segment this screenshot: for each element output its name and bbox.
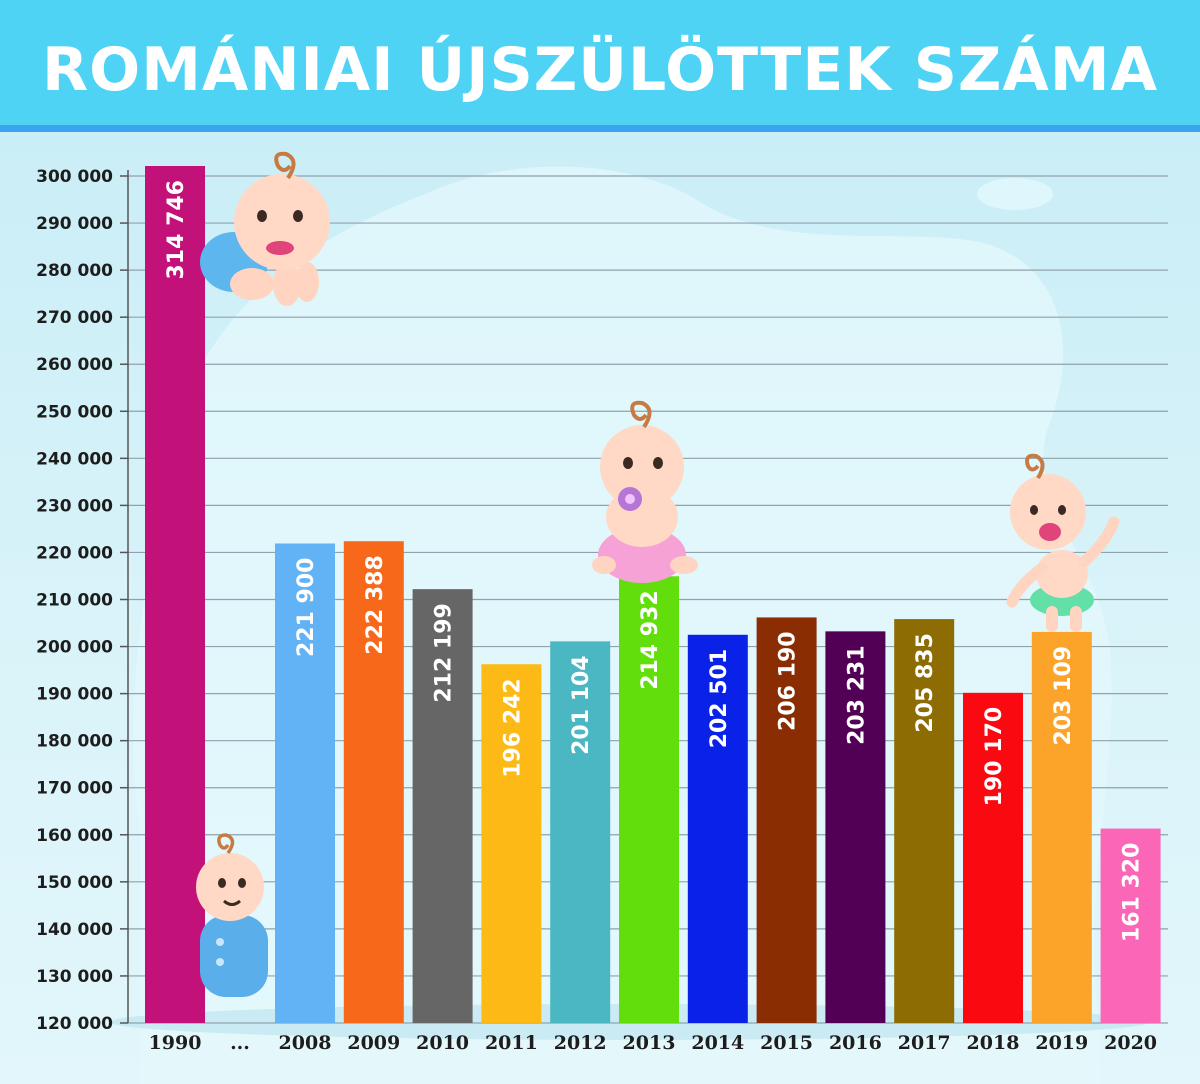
y-tick-label: 230 000 [36, 496, 113, 516]
y-tick-label: 120 000 [36, 1014, 113, 1034]
value-label-1990: 314 746 [164, 180, 189, 280]
y-tick-label: 210 000 [36, 591, 113, 611]
x-tick-label-1990: 1990 [149, 1032, 202, 1054]
bar-2009 [343, 541, 404, 1023]
value-label-2020: 161 320 [1120, 843, 1145, 943]
x-tick-label-2011: 2011 [485, 1032, 538, 1054]
value-label-2008: 221 900 [294, 558, 319, 658]
bar-2015 [756, 617, 817, 1023]
y-tick-label: 240 000 [36, 449, 113, 469]
y-tick-label: 180 000 [36, 732, 113, 752]
bar-2018 [963, 692, 1023, 1023]
x-tick-label-2013: 2013 [623, 1032, 676, 1054]
y-tick-label: 160 000 [36, 826, 113, 846]
bar-2020 [1100, 828, 1161, 1023]
value-label-2012: 201 104 [569, 655, 594, 755]
y-tick-label: 260 000 [36, 355, 113, 375]
value-label-2016: 203 231 [844, 645, 869, 745]
x-tick-label-2017: 2017 [898, 1032, 951, 1054]
baby-crawling-illustration [200, 151, 330, 306]
baby-standing-illustration [1006, 453, 1120, 632]
value-label-2017: 205 835 [913, 633, 938, 733]
value-label-2019: 203 109 [1051, 646, 1076, 746]
x-tick-label-2008: 2008 [279, 1032, 332, 1054]
y-tick-label: 270 000 [36, 308, 113, 328]
value-label-2014: 202 501 [707, 649, 732, 749]
bar-2008 [275, 543, 335, 1023]
bar-2011 [481, 664, 542, 1023]
y-tick-label: 170 000 [36, 779, 113, 799]
x-tick-label-2009: 2009 [347, 1032, 400, 1054]
value-label-2009: 222 388 [363, 555, 388, 655]
bar-2013 [619, 576, 679, 1023]
bar-2016 [825, 631, 886, 1023]
page-title: ROMÁNIAI ÚJSZÜLÖTTEK SZÁMA [41, 35, 1159, 105]
value-labels: 314 746 221 900 222 388 212 199 196 242 201 1… [164, 180, 1145, 942]
x-tick-label-2020: 2020 [1104, 1032, 1157, 1054]
y-tick-label: 130 000 [36, 967, 113, 987]
title-banner: ROMÁNIAI ÚJSZÜLÖTTEK SZÁMA [0, 0, 1200, 132]
x-tick-label-2019: 2019 [1035, 1032, 1088, 1054]
y-tick-label: 300 000 [36, 167, 113, 187]
bar-2017 [894, 619, 955, 1023]
bar-chart: 120 000 130 000 140 000 150 000 160 000 170 0… [36, 151, 1168, 1084]
x-tick-label-2016: 2016 [829, 1032, 882, 1054]
baby-peeking-illustration [196, 833, 268, 997]
x-tick-label-2018: 2018 [967, 1032, 1020, 1054]
value-label-2013: 214 932 [638, 590, 663, 690]
x-tick-label-2015: 2015 [760, 1032, 813, 1054]
bar-2012 [550, 641, 611, 1023]
baby-sitting-illustration [592, 400, 698, 583]
y-tick-label: 290 000 [36, 214, 113, 234]
y-tick-label: 250 000 [36, 402, 113, 422]
bar-2014 [687, 634, 748, 1023]
value-label-2010: 212 199 [432, 603, 457, 703]
bars [145, 166, 1161, 1023]
x-tick-label-2014: 2014 [691, 1032, 744, 1054]
y-tick-label: 190 000 [36, 685, 113, 705]
value-label-2018: 190 170 [982, 707, 1007, 807]
x-tick-label-2012: 2012 [554, 1032, 607, 1054]
x-axis: ... 1990 2008 2009 2010 2011 2012 2013 2014 2015… [149, 1032, 1157, 1054]
axis-break-label: ... [230, 1032, 250, 1054]
x-tick-label-2010: 2010 [416, 1032, 469, 1054]
bar-1990 [145, 166, 205, 1023]
y-tick-label: 220 000 [36, 543, 113, 563]
y-axis: 120 000 130 000 140 000 150 000 160 000 170 0… [36, 167, 129, 1034]
value-label-2015: 206 190 [776, 631, 801, 731]
y-tick-label: 140 000 [36, 920, 113, 940]
bar-2019 [1031, 631, 1092, 1023]
y-tick-label: 280 000 [36, 261, 113, 281]
y-tick-label: 200 000 [36, 638, 113, 658]
background-cloud [977, 178, 1053, 210]
bar-2010 [412, 589, 473, 1023]
y-tick-label: 150 000 [36, 873, 113, 893]
value-label-2011: 196 242 [500, 678, 525, 778]
